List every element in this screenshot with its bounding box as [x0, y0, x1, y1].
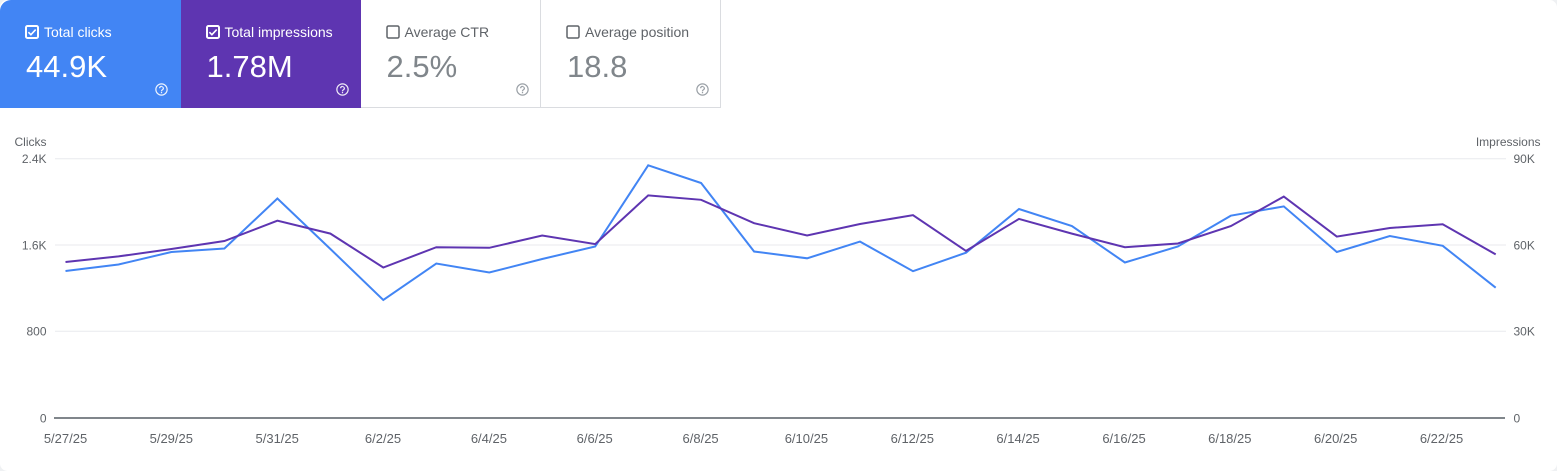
svg-text:1.6K: 1.6K — [22, 238, 47, 252]
svg-text:6/20/25: 6/20/25 — [1314, 431, 1357, 446]
svg-text:6/16/25: 6/16/25 — [1102, 431, 1145, 446]
svg-text:5/31/25: 5/31/25 — [256, 431, 299, 446]
svg-text:5/27/25: 5/27/25 — [44, 431, 87, 446]
svg-text:30K: 30K — [1514, 325, 1535, 339]
svg-text:6/12/25: 6/12/25 — [891, 431, 934, 446]
svg-text:6/2/25: 6/2/25 — [365, 431, 401, 446]
svg-text:90K: 90K — [1514, 152, 1535, 166]
svg-text:6/22/25: 6/22/25 — [1420, 431, 1463, 446]
svg-text:Impressions: Impressions — [1476, 135, 1541, 149]
svg-text:60K: 60K — [1514, 238, 1535, 252]
svg-text:6/6/25: 6/6/25 — [577, 431, 613, 446]
svg-text:6/14/25: 6/14/25 — [996, 431, 1039, 446]
svg-text:6/8/25: 6/8/25 — [683, 431, 719, 446]
svg-text:6/18/25: 6/18/25 — [1208, 431, 1251, 446]
svg-text:800: 800 — [26, 325, 46, 339]
svg-text:0: 0 — [1514, 411, 1521, 425]
svg-text:6/4/25: 6/4/25 — [471, 431, 507, 446]
svg-text:0: 0 — [40, 411, 47, 425]
svg-text:Clicks: Clicks — [15, 135, 47, 149]
svg-text:6/10/25: 6/10/25 — [785, 431, 828, 446]
svg-text:5/29/25: 5/29/25 — [150, 431, 193, 446]
svg-text:2.4K: 2.4K — [22, 152, 47, 166]
